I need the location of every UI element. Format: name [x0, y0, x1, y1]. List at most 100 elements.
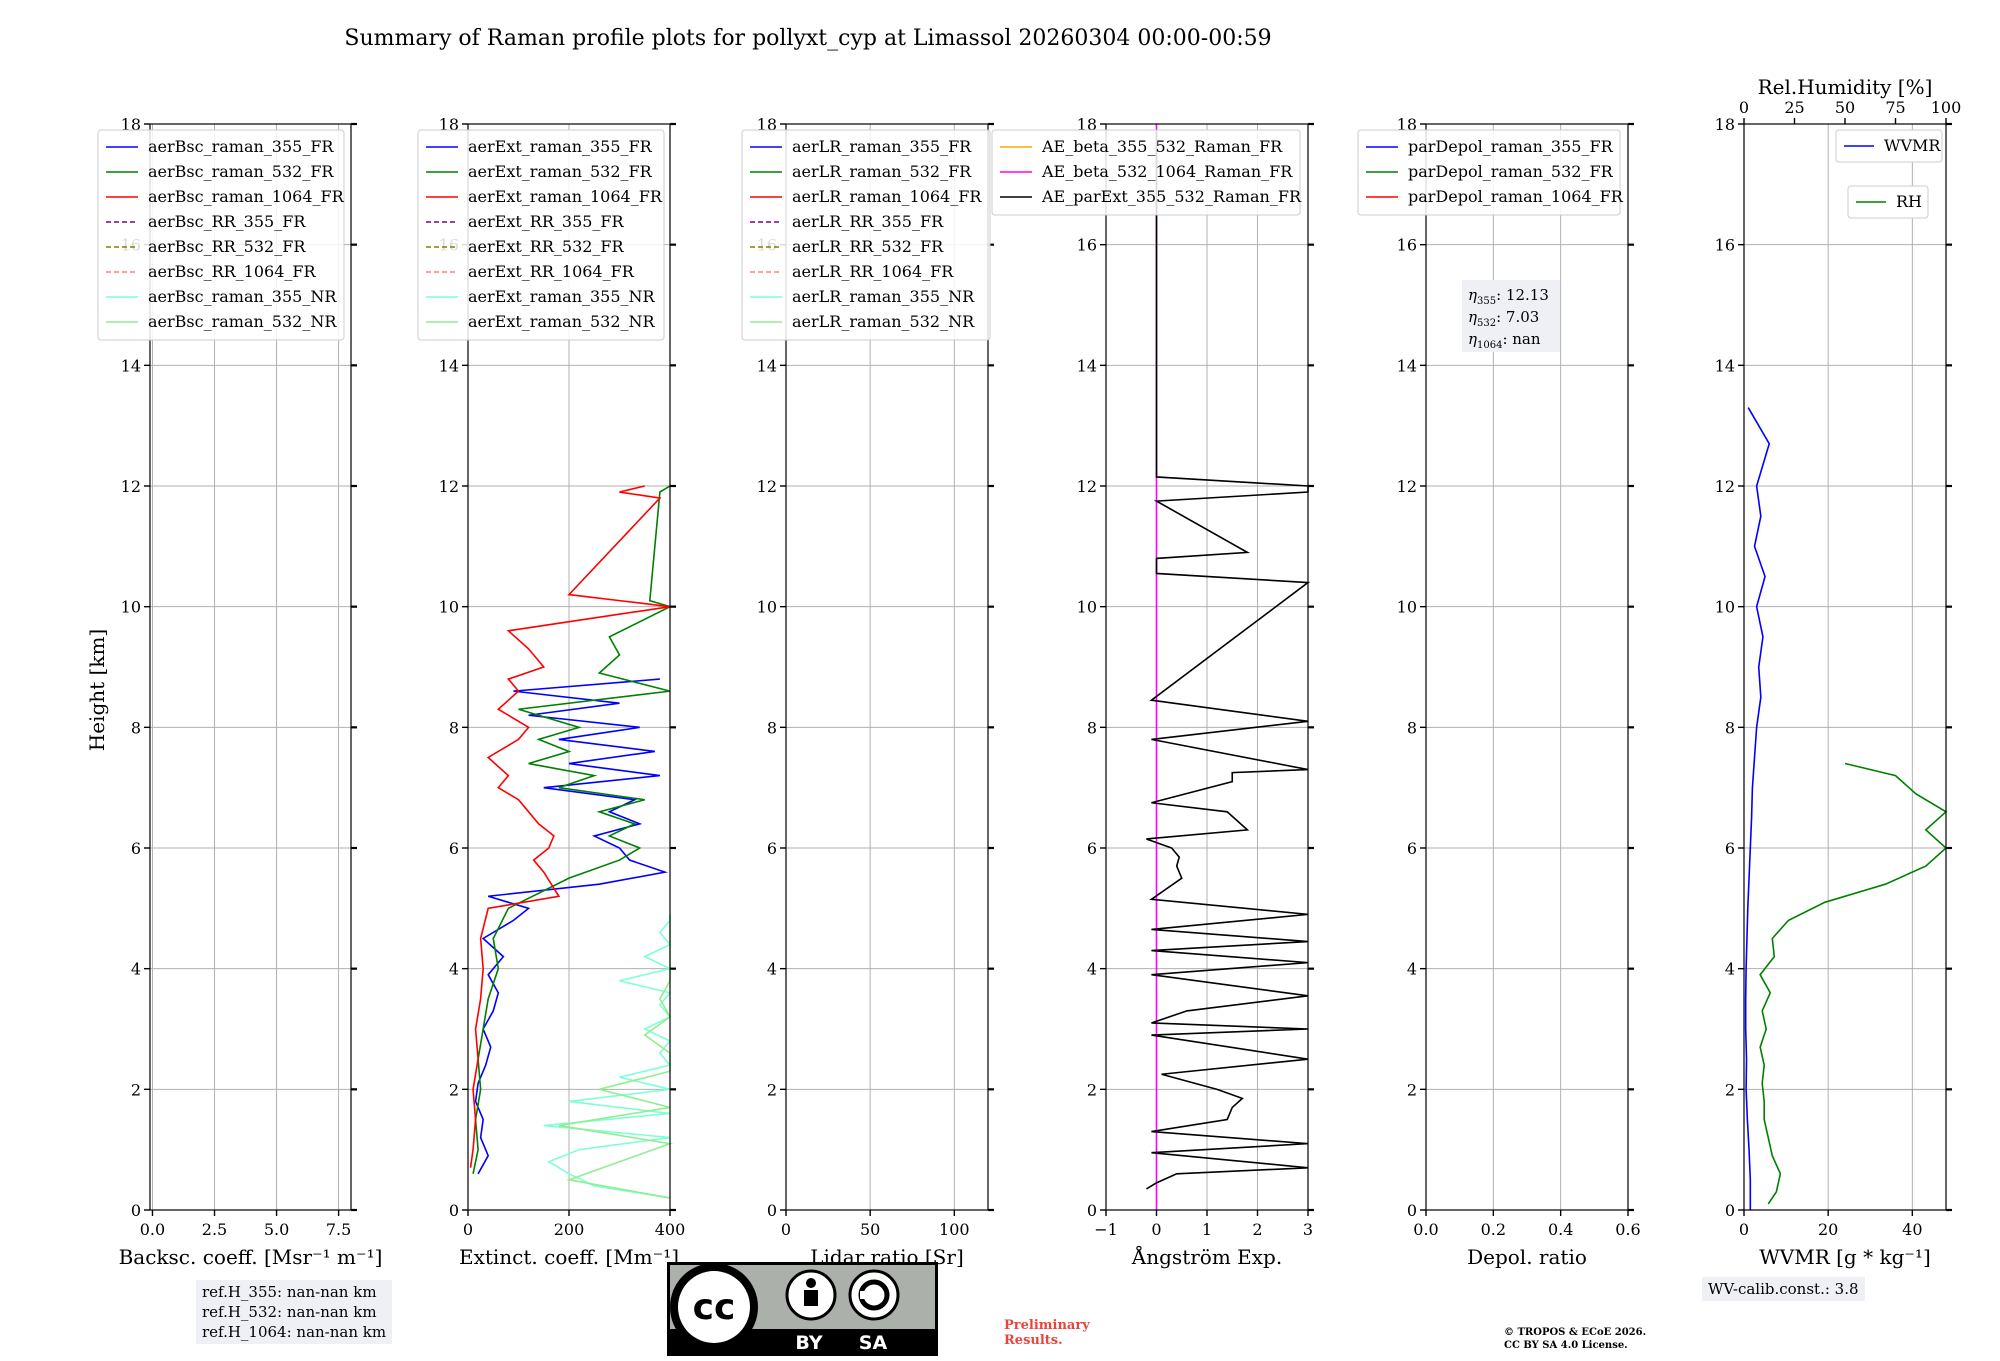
x-tick-label-2: 0.4 [1548, 1220, 1573, 1239]
top-x-axis-label: Rel.Humidity [%] [1758, 75, 1933, 99]
legend-label: WVMR [1884, 136, 1941, 155]
figure-title: Summary of Raman profile plots for polly… [344, 26, 1271, 51]
legend-label-7: aerExt_raman_532_NR [468, 312, 656, 331]
x-tick-label-0: 0.0 [1413, 1220, 1438, 1239]
series-line-4 [558, 914, 674, 1199]
reference-heights-box: ref.H_355: nan-nan km ref.H_532: nan-nan… [196, 1280, 393, 1344]
y-tick-label-3: 6 [131, 839, 141, 858]
y-tick-label-1: 2 [767, 1080, 777, 1099]
legend-label-6: aerBsc_raman_355_NR [148, 287, 337, 306]
y-tick-label-6: 12 [757, 477, 777, 496]
legend-label-5: aerLR_RR_1064_FR [792, 262, 954, 281]
ref-height-532: ref.H_532: nan-nan km [202, 1303, 377, 1321]
series-line-0 [1744, 407, 1771, 1210]
legend-label-4: aerBsc_RR_532_FR [148, 237, 306, 256]
legend-frame [1357, 129, 1621, 216]
y-tick-label-0: 0 [767, 1201, 777, 1220]
legend-label-3: aerExt_RR_355_FR [468, 212, 625, 231]
panel-depolarization: 0 2 4 6 8 10 12 14 16 18 0.0 0.2 0.4 0.6 Depol. ratio p… [1357, 115, 1641, 1269]
legend-label-3: aerBsc_RR_355_FR [148, 212, 306, 231]
y-tick-label-2: 4 [1725, 960, 1735, 979]
x-axis-label: Depol. ratio [1467, 1245, 1587, 1269]
legend-rh: RH [1847, 185, 1929, 219]
series-line-1 [1145, 130, 1311, 1190]
legend-label-5: aerExt_RR_1064_FR [468, 262, 635, 281]
legend-label-7: aerLR_raman_532_NR [792, 312, 975, 331]
y-tick-label-2: 4 [1087, 960, 1097, 979]
axes-frame [1425, 123, 1629, 1211]
panel-lidar_ratio: 024681012141618050100Lidar ratio [Sr]aer… [741, 115, 994, 1269]
legend-wvmr: WVMR [1835, 129, 1943, 163]
x-tick-label-0: 0 [1739, 1220, 1749, 1239]
y-tick-label-4: 8 [1087, 718, 1097, 737]
y-tick-label-9: 18 [1077, 115, 1097, 134]
x-axis-label: WVMR [g * kg⁻¹] [1759, 1245, 1931, 1269]
x-tick-label-0: 0.0 [140, 1220, 165, 1239]
legend-label-2: parDepol_raman_1064_FR [1408, 187, 1624, 206]
legend-label-0: aerExt_raman_355_FR [468, 137, 653, 156]
legend-label-2: aerBsc_raman_1064_FR [148, 187, 345, 206]
legend-label: RH [1896, 192, 1922, 211]
legend: aerLR_raman_355_FR aerLR_raman_532_FR aerL… [741, 129, 991, 341]
y-tick-label-8: 16 [1077, 236, 1097, 255]
y-tick-label-9: 18 [757, 115, 777, 134]
axes-frame [785, 123, 989, 1211]
preliminary-note: Preliminary Results. [1004, 1318, 1090, 1348]
legend-label-6: aerLR_raman_355_NR [792, 287, 975, 306]
y-tick-label-1: 2 [449, 1080, 459, 1099]
legend-label-1: AE_beta_532_1064_Raman_FR [1041, 162, 1293, 181]
y-tick-label-2: 4 [767, 960, 777, 979]
wv-calibration-text: WV-calib.const.: 3.8 [1708, 1280, 1859, 1298]
x-tick-label-3: 0.6 [1615, 1220, 1640, 1239]
legend-label-2: aerLR_raman_1064_FR [792, 187, 982, 206]
y-tick-label-7: 14 [121, 356, 141, 375]
legend-label-1: aerExt_raman_532_FR [468, 162, 653, 181]
x-tick-label-1: 0 [1151, 1220, 1161, 1239]
x-tick-label-0: −1 [1094, 1220, 1118, 1239]
y-tick-label-3: 6 [767, 839, 777, 858]
copyright-line-2: CC BY SA 4.0 License. [1504, 1340, 1628, 1351]
y-tick-label-1: 2 [131, 1080, 141, 1099]
y-tick-label-4: 8 [767, 718, 777, 737]
y-tick-label-7: 14 [439, 356, 459, 375]
y-tick-label-1: 2 [1087, 1080, 1097, 1099]
legend-label-1: parDepol_raman_532_FR [1408, 162, 1614, 181]
legend-label-0: AE_beta_355_532_Raman_FR [1041, 137, 1283, 156]
legend-label-3: aerLR_RR_355_FR [792, 212, 944, 231]
cc-sa-label: SA [859, 1332, 888, 1354]
legend-label-6: aerExt_raman_355_NR [468, 287, 656, 306]
y-tick-label-2: 4 [449, 960, 459, 979]
x-tick-label-1: 20 [1818, 1220, 1838, 1239]
y-tick-label-4: 8 [1407, 718, 1417, 737]
y-tick-label-1: 2 [1725, 1080, 1735, 1099]
y-tick-label-9: 18 [121, 115, 141, 134]
legend: parDepol_raman_355_FR parDepol_raman_532_… [1357, 129, 1624, 216]
series-group [1744, 407, 1948, 1210]
ref-height-355: ref.H_355: nan-nan km [202, 1283, 377, 1301]
y-tick-label-5: 10 [1715, 598, 1735, 617]
y-tick-label-6: 12 [1397, 477, 1417, 496]
series-line-1 [1759, 762, 1948, 1205]
panel-extinction: 0246810121416180200400Extinct. coeff. [M… [417, 115, 685, 1269]
series-line-2 [469, 485, 671, 1168]
y-tick-label-4: 8 [1725, 718, 1735, 737]
top-x-tick-label-3: 75 [1885, 98, 1905, 117]
legend-label-1: aerLR_raman_532_FR [792, 162, 972, 181]
y-tick-label-0: 0 [1407, 1201, 1417, 1220]
legend: AE_beta_355_532_Raman_FR AE_beta_532_1064… [991, 129, 1302, 216]
legend-label-5: aerBsc_RR_1064_FR [148, 262, 317, 281]
y-tick-label-7: 14 [1397, 356, 1417, 375]
y-tick-label-5: 10 [1397, 598, 1417, 617]
y-tick-label-5: 10 [439, 598, 459, 617]
x-tick-label-1: 50 [860, 1220, 880, 1239]
legend-frame [97, 129, 345, 341]
legend-frame [1847, 185, 1929, 219]
x-tick-label-0: 0 [781, 1220, 791, 1239]
legend: aerExt_raman_355_FR aerExt_raman_532_FRae… [417, 129, 665, 341]
legend: aerBsc_raman_355_FR aerBsc_raman_532_FRae… [97, 129, 345, 341]
eta-box [1462, 280, 1560, 352]
axes-frame [149, 123, 352, 1211]
